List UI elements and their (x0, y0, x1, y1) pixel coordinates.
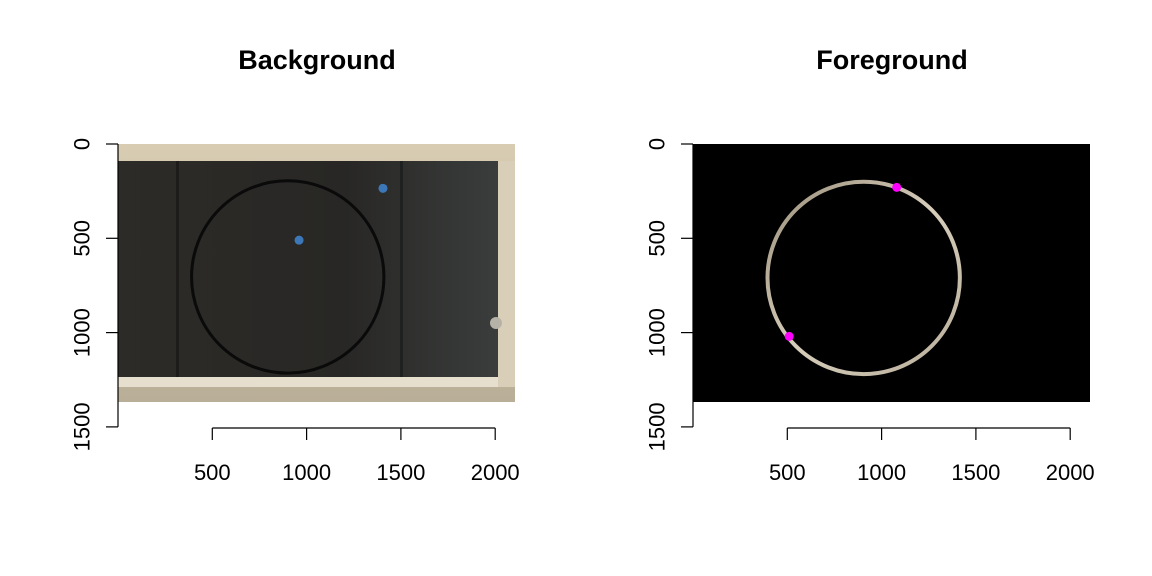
x-tick-label: 2000 (471, 460, 520, 485)
x-tick-label: 1000 (282, 460, 331, 485)
drawn-circle (190, 179, 386, 375)
x-tick-label: 500 (769, 460, 806, 485)
chalkboard-surface (118, 161, 498, 377)
background-panel: Background 0 500 1000 1500 500 1000 1500 2000 (70, 45, 520, 485)
y-tick-label: 1000 (645, 308, 670, 357)
foreground-panel: Foreground 0 500 1000 1500 500 1000 1500 2000 (645, 45, 1095, 485)
chalkboard-right-frame (498, 161, 515, 387)
x-tick-label: 1000 (857, 460, 906, 485)
chalkboard-divider-left (176, 161, 179, 377)
foreground-marks (765, 179, 962, 377)
background-marks (190, 179, 388, 375)
data-point-1 (892, 182, 902, 192)
background-axes: 0 500 1000 1500 500 1000 1500 2000 (70, 138, 520, 485)
y-tick-label: 1000 (70, 308, 95, 357)
x-tick-label: 500 (194, 460, 231, 485)
chalkboard-knob (490, 317, 502, 329)
y-tick-label: 0 (645, 138, 670, 150)
data-point-1 (294, 235, 304, 245)
foreground-image (693, 144, 1090, 402)
y-tick-label: 500 (70, 220, 95, 257)
x-tick-label: 1500 (376, 460, 425, 485)
chalkboard-divider-right (400, 161, 403, 377)
background-photo (118, 144, 515, 402)
y-tick-label: 1500 (645, 402, 670, 451)
data-point-2 (784, 331, 794, 341)
extracted-circle (765, 179, 962, 377)
data-point-2 (378, 183, 388, 193)
x-tick-label: 1500 (951, 460, 1000, 485)
foreground-title: Foreground (816, 45, 967, 75)
x-tick-label: 2000 (1046, 460, 1095, 485)
background-title: Background (238, 45, 396, 75)
y-tick-label: 1500 (70, 402, 95, 451)
chalkboard-bottom-ledge (118, 377, 515, 387)
y-tick-label: 500 (645, 220, 670, 257)
foreground-axes: 0 500 1000 1500 500 1000 1500 2000 (645, 138, 1095, 485)
y-tick-label: 0 (70, 138, 95, 150)
